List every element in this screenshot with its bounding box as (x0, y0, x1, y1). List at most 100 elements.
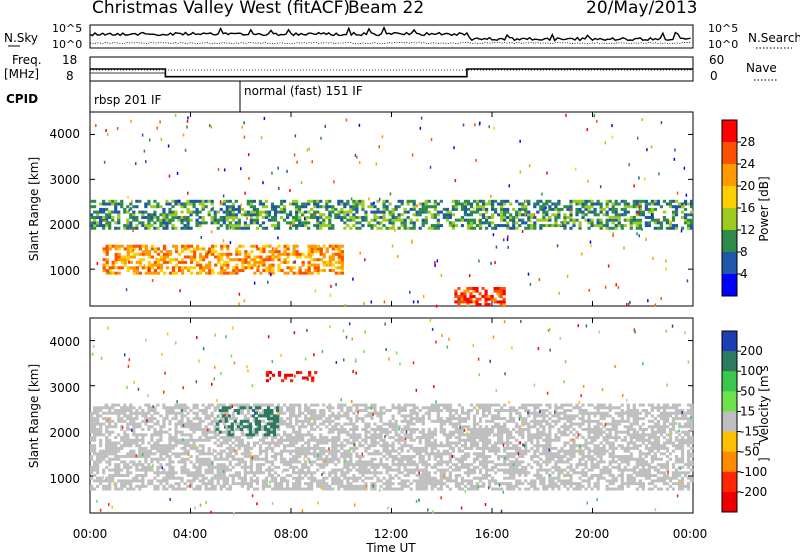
velocity-cell (156, 438, 160, 442)
velocity-cell (490, 430, 495, 434)
power-cell (478, 292, 482, 296)
velocity-cell (448, 455, 452, 459)
power-cell (153, 271, 158, 275)
velocity-cell (521, 403, 525, 407)
power-cell (382, 202, 386, 206)
velocity-cell (313, 452, 317, 456)
velocity-cell (322, 436, 326, 440)
power-cell (153, 263, 158, 267)
power-cell (132, 244, 136, 248)
velocity-cell (195, 484, 199, 488)
power-cell (168, 250, 173, 254)
velocity-cell (304, 463, 308, 467)
velocity-cell (490, 479, 495, 483)
velocity-cell (497, 487, 501, 491)
velocity-cell (322, 479, 326, 483)
power-cell (93, 221, 97, 225)
power-cell (346, 202, 350, 206)
power-cell (313, 199, 317, 203)
power-cell (285, 213, 290, 217)
velocity-cell (298, 471, 302, 475)
velocity-cell (219, 417, 223, 421)
power-cell (484, 215, 489, 219)
power-cell (243, 226, 247, 230)
velocity-cell (367, 463, 371, 467)
velocity-cell (509, 408, 513, 412)
power-cell (346, 210, 350, 214)
power-cell (581, 215, 585, 219)
power-noise (289, 223, 292, 227)
power-cell (273, 215, 278, 219)
power-cell (536, 218, 540, 222)
velocity-cell (117, 487, 121, 491)
power-cell (234, 213, 238, 217)
power-noise (363, 301, 365, 305)
velocity-cell (288, 441, 293, 445)
power-cell (147, 250, 151, 254)
power-cell (229, 271, 233, 275)
power-cell (635, 205, 639, 209)
velocity-cell (117, 419, 121, 423)
velocity-cell (198, 449, 202, 453)
velocity-cell (430, 444, 434, 448)
velocity-cell (379, 417, 383, 421)
power-cell (102, 226, 106, 230)
velocity-cell (222, 430, 226, 434)
power-noise (327, 262, 330, 266)
power-cell (343, 205, 347, 209)
velocity-cell (90, 419, 94, 423)
velocity-cell (364, 449, 368, 453)
velocity-cell (99, 438, 103, 442)
power-cell (602, 224, 606, 228)
velocity-cell (524, 441, 528, 445)
power-cell (689, 205, 694, 209)
velocity-colorbar-cell (722, 491, 737, 513)
power-cell (614, 226, 618, 230)
velocity-cell (105, 452, 109, 456)
power-cell (282, 205, 287, 209)
velocity-cell (406, 471, 410, 475)
power-cell (475, 224, 480, 228)
power-cell (270, 202, 275, 206)
velocity-cell (506, 482, 510, 486)
velocity-cell (403, 403, 407, 407)
velocity-cell (400, 449, 404, 453)
velocity-cell (177, 455, 181, 459)
power-cell (563, 215, 567, 219)
velocity-cell (96, 414, 100, 418)
velocity-cell (171, 411, 175, 415)
velocity-cell (292, 476, 296, 480)
power-cell (632, 205, 636, 209)
velocity-cell (273, 444, 278, 448)
velocity-cell (397, 487, 401, 491)
velocity-cell (111, 468, 115, 472)
velocity-cell (475, 457, 480, 461)
power-noise (306, 148, 309, 152)
velocity-cell (270, 487, 275, 491)
velocity-cell (126, 422, 130, 426)
velocity-cell (454, 430, 459, 434)
power-cell (132, 226, 136, 230)
velocity-cell (490, 465, 495, 469)
power-noise (147, 268, 150, 272)
velocity-cell (180, 468, 184, 472)
velocity-cell (424, 463, 428, 467)
velocity-cell (288, 436, 293, 440)
power-cell (120, 205, 124, 209)
power-cell (328, 263, 332, 267)
velocity-cell (521, 449, 525, 453)
power-cell (397, 213, 401, 217)
velocity-cell (373, 484, 377, 488)
power-noise (528, 164, 531, 168)
power-cell (527, 226, 531, 230)
velocity-cell (515, 479, 519, 483)
velocity-cell (466, 468, 471, 472)
power-cell (307, 221, 311, 225)
velocity-cell (252, 403, 257, 407)
velocity-colorbar-tick: -15 (740, 425, 760, 439)
power-noise (383, 300, 386, 304)
power-noise (412, 300, 415, 304)
power-cell (253, 260, 257, 264)
power-cell (527, 218, 531, 222)
power-cell (295, 199, 299, 203)
